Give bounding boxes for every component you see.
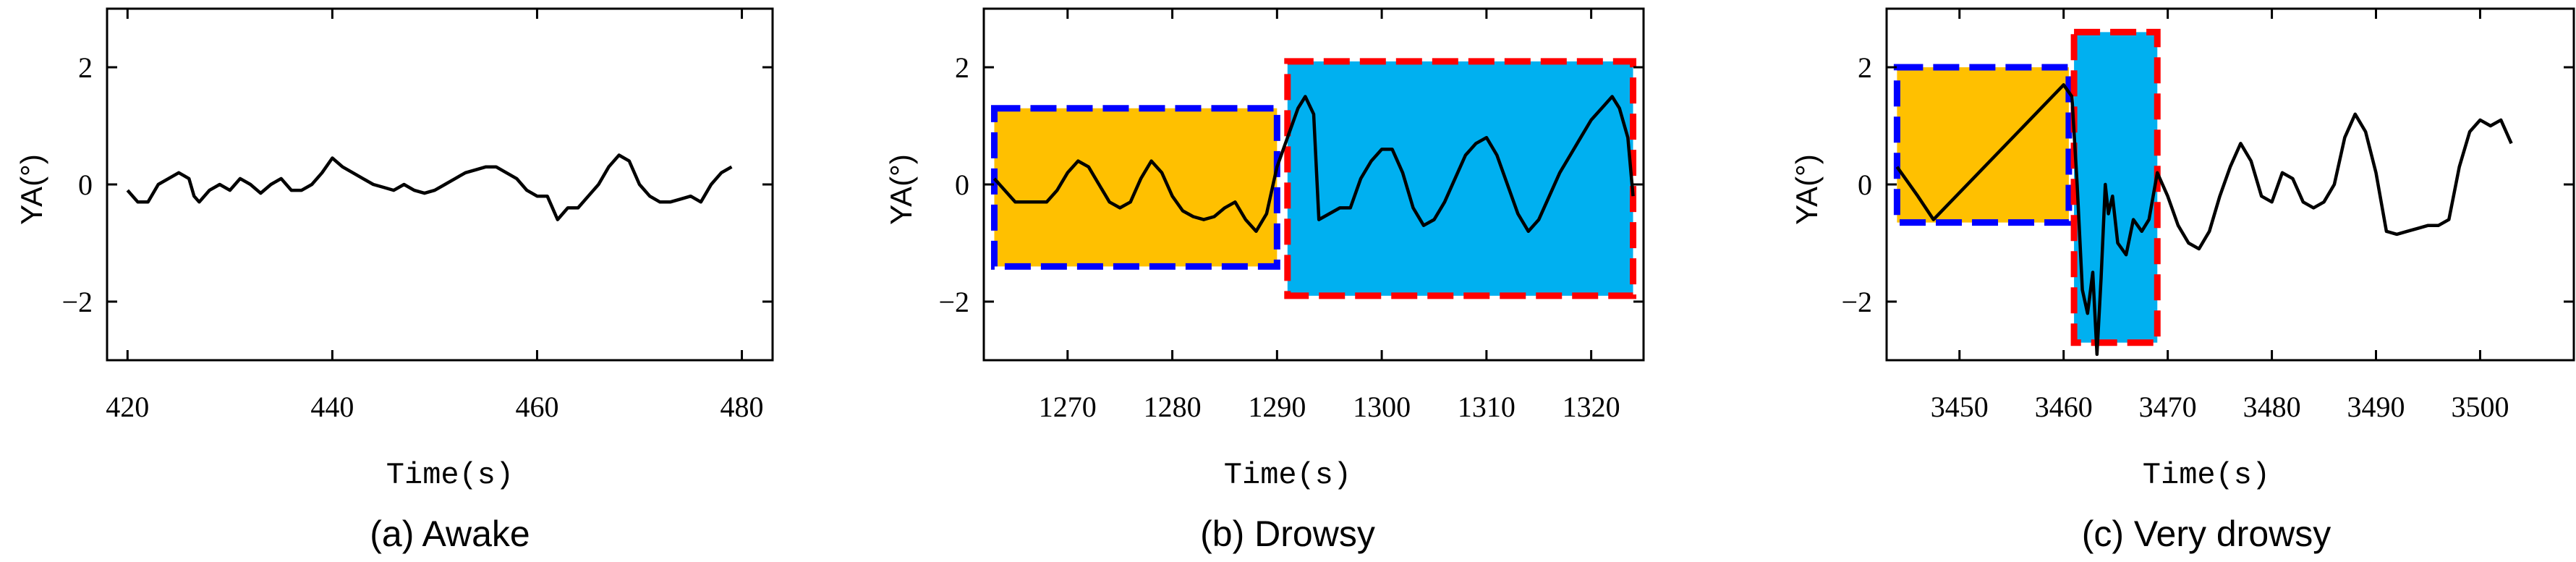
- x-tick-label: 1320: [1563, 391, 1620, 423]
- x-tick-label: 3500: [2451, 391, 2509, 423]
- y-axis-label: YA(°): [14, 154, 48, 225]
- y-tick-label: 0: [78, 169, 93, 201]
- x-tick-label: 480: [720, 391, 764, 423]
- panel-caption: (b) Drowsy: [1200, 514, 1375, 554]
- y-tick-label: 0: [955, 169, 969, 201]
- x-axis-label: Time(s): [386, 458, 514, 493]
- x-tick-label: 420: [106, 391, 149, 423]
- x-tick-label: 440: [310, 391, 354, 423]
- x-tick-label: 1300: [1353, 391, 1411, 423]
- panel-very-drowsy: 3450 3460 3470 3480 3490 3500 −2 0 2 YA(°) Time(…: [1790, 7, 2575, 554]
- panel-drowsy: 1270 1280 1290 1300 1310 1320 −2 0 2 YA(°) Time(…: [884, 7, 1645, 554]
- x-tick-label: 1270: [1039, 391, 1097, 423]
- x-axis-label: Time(s): [1224, 458, 1351, 493]
- panel-caption: (a) Awake: [370, 514, 530, 554]
- y-tick-label: 2: [78, 51, 93, 84]
- blue-region: [1284, 58, 1637, 299]
- axes-frame: [106, 7, 774, 362]
- y-tick-label: 0: [1858, 169, 1872, 201]
- panel-caption: (c) Very drowsy: [2082, 514, 2331, 554]
- y-tick-label: −2: [61, 286, 93, 318]
- x-tick-label: 3480: [2243, 391, 2301, 423]
- y-tick-label: 2: [955, 51, 969, 84]
- panel-awake: 420 440 460 480 −2 0 2 YA(°) Time(s) (a) Awake: [14, 7, 774, 554]
- x-tick-label: 3450: [1931, 391, 1989, 423]
- orange-region: [1893, 64, 2073, 226]
- y-axis-label: YA(°): [884, 154, 918, 225]
- x-tick-label: 3470: [2139, 391, 2197, 423]
- y-axis-label: YA(°): [1790, 154, 1824, 225]
- series-line: [1895, 83, 2513, 357]
- x-axis-label: Time(s): [2143, 458, 2270, 493]
- x-tick-label: 1290: [1248, 391, 1306, 423]
- x-tick-label: 1310: [1458, 391, 1516, 423]
- blue-region: [2070, 28, 2161, 346]
- y-tick-label: 2: [1858, 51, 1872, 84]
- x-tick-label: 1280: [1144, 391, 1202, 423]
- y-tick-label: −2: [1841, 286, 1872, 318]
- x-tick-label: 460: [515, 391, 558, 423]
- series-line: [126, 153, 733, 221]
- x-tick-label: 3460: [2035, 391, 2093, 423]
- x-tick-label: 3490: [2347, 391, 2405, 423]
- y-tick-label: −2: [938, 286, 969, 318]
- series-line: [992, 95, 1635, 234]
